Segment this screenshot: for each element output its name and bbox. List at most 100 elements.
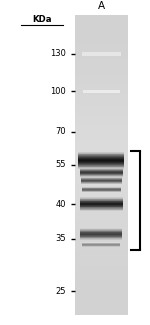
FancyBboxPatch shape (80, 202, 123, 203)
FancyBboxPatch shape (80, 238, 122, 239)
Text: A: A (98, 1, 105, 11)
FancyBboxPatch shape (75, 15, 128, 20)
FancyBboxPatch shape (75, 170, 128, 175)
FancyBboxPatch shape (83, 90, 120, 93)
FancyBboxPatch shape (80, 173, 123, 174)
Text: 100: 100 (50, 87, 66, 96)
FancyBboxPatch shape (75, 240, 128, 245)
FancyBboxPatch shape (75, 275, 128, 280)
FancyBboxPatch shape (75, 306, 128, 310)
FancyBboxPatch shape (80, 170, 123, 171)
FancyBboxPatch shape (75, 200, 128, 205)
Text: 25: 25 (56, 287, 66, 296)
FancyBboxPatch shape (80, 235, 122, 236)
FancyBboxPatch shape (75, 40, 128, 45)
FancyBboxPatch shape (75, 75, 128, 80)
Text: 35: 35 (55, 234, 66, 243)
FancyBboxPatch shape (75, 175, 128, 180)
FancyBboxPatch shape (81, 181, 122, 182)
FancyBboxPatch shape (80, 207, 123, 208)
FancyBboxPatch shape (75, 120, 128, 125)
FancyBboxPatch shape (75, 30, 128, 35)
Text: KDa: KDa (32, 15, 52, 24)
FancyBboxPatch shape (80, 208, 123, 209)
FancyBboxPatch shape (75, 80, 128, 85)
FancyBboxPatch shape (75, 255, 128, 260)
FancyBboxPatch shape (75, 290, 128, 295)
FancyBboxPatch shape (80, 205, 123, 206)
FancyBboxPatch shape (75, 60, 128, 65)
FancyBboxPatch shape (82, 52, 121, 56)
FancyBboxPatch shape (80, 200, 123, 201)
FancyBboxPatch shape (78, 153, 124, 154)
FancyBboxPatch shape (78, 156, 124, 157)
FancyBboxPatch shape (80, 234, 122, 235)
FancyBboxPatch shape (80, 204, 123, 205)
FancyBboxPatch shape (78, 165, 124, 166)
FancyBboxPatch shape (75, 310, 128, 315)
Text: 55: 55 (56, 161, 66, 170)
FancyBboxPatch shape (75, 145, 128, 150)
FancyBboxPatch shape (75, 155, 128, 160)
FancyBboxPatch shape (80, 233, 122, 234)
FancyBboxPatch shape (75, 220, 128, 225)
FancyBboxPatch shape (80, 169, 123, 170)
FancyBboxPatch shape (80, 210, 123, 211)
FancyBboxPatch shape (78, 166, 124, 167)
FancyBboxPatch shape (78, 161, 124, 162)
FancyBboxPatch shape (80, 229, 122, 230)
FancyBboxPatch shape (78, 163, 124, 164)
FancyBboxPatch shape (75, 135, 128, 140)
FancyBboxPatch shape (75, 125, 128, 130)
FancyBboxPatch shape (75, 35, 128, 40)
FancyBboxPatch shape (75, 25, 128, 30)
FancyBboxPatch shape (75, 165, 128, 170)
FancyBboxPatch shape (75, 20, 128, 25)
FancyBboxPatch shape (78, 160, 124, 161)
FancyBboxPatch shape (75, 295, 128, 300)
FancyBboxPatch shape (75, 215, 128, 220)
FancyBboxPatch shape (75, 190, 128, 195)
FancyBboxPatch shape (80, 237, 122, 238)
FancyBboxPatch shape (75, 210, 128, 215)
FancyBboxPatch shape (75, 280, 128, 285)
FancyBboxPatch shape (80, 232, 122, 233)
FancyBboxPatch shape (75, 270, 128, 275)
FancyBboxPatch shape (80, 172, 123, 173)
FancyBboxPatch shape (75, 225, 128, 230)
FancyBboxPatch shape (75, 130, 128, 135)
FancyBboxPatch shape (75, 85, 128, 90)
FancyBboxPatch shape (75, 50, 128, 55)
FancyBboxPatch shape (80, 236, 122, 237)
Text: 40: 40 (56, 200, 66, 209)
FancyBboxPatch shape (75, 300, 128, 306)
FancyBboxPatch shape (80, 175, 123, 176)
FancyBboxPatch shape (75, 245, 128, 250)
FancyBboxPatch shape (75, 45, 128, 50)
Text: 130: 130 (50, 49, 66, 58)
FancyBboxPatch shape (75, 115, 128, 120)
FancyBboxPatch shape (80, 201, 123, 202)
FancyBboxPatch shape (75, 230, 128, 235)
FancyBboxPatch shape (81, 179, 122, 180)
FancyBboxPatch shape (75, 70, 128, 75)
FancyBboxPatch shape (78, 159, 124, 160)
FancyBboxPatch shape (75, 185, 128, 190)
FancyBboxPatch shape (81, 178, 122, 179)
FancyBboxPatch shape (81, 183, 122, 184)
FancyBboxPatch shape (80, 203, 123, 204)
FancyBboxPatch shape (75, 205, 128, 210)
FancyBboxPatch shape (78, 168, 124, 169)
FancyBboxPatch shape (75, 90, 128, 95)
FancyBboxPatch shape (80, 239, 122, 240)
FancyBboxPatch shape (81, 182, 122, 183)
FancyBboxPatch shape (78, 155, 124, 156)
FancyBboxPatch shape (75, 180, 128, 185)
FancyBboxPatch shape (75, 110, 128, 115)
FancyBboxPatch shape (75, 95, 128, 100)
FancyBboxPatch shape (80, 228, 122, 229)
FancyBboxPatch shape (80, 197, 123, 198)
FancyBboxPatch shape (75, 260, 128, 265)
FancyBboxPatch shape (75, 265, 128, 270)
FancyBboxPatch shape (75, 105, 128, 110)
